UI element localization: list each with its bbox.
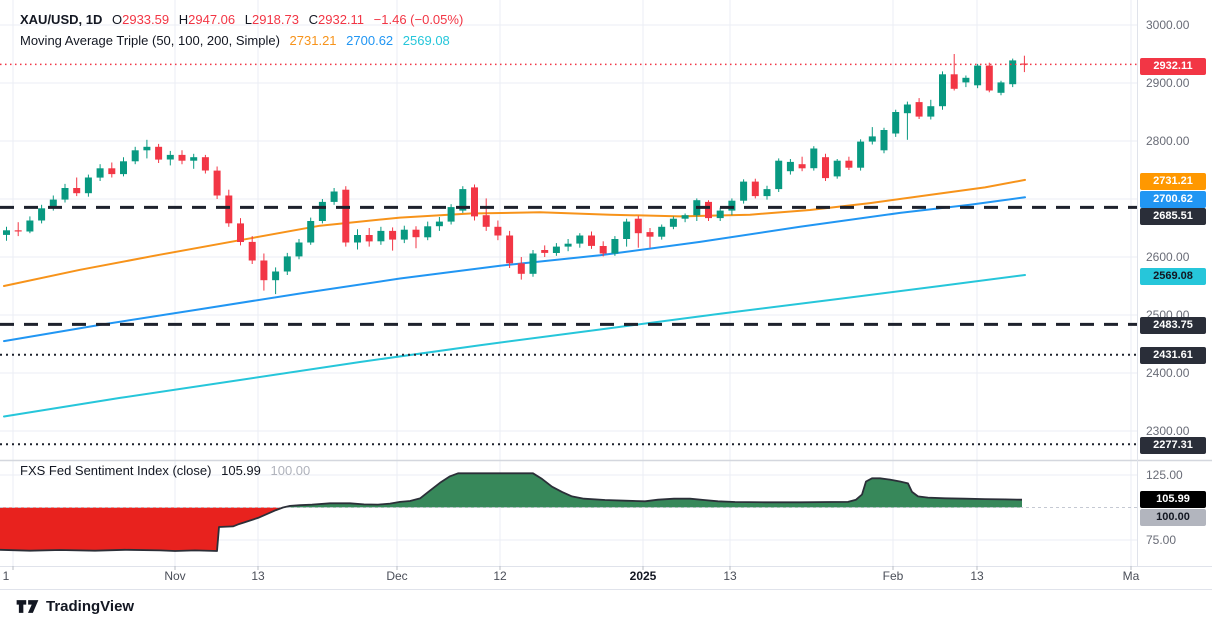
sentiment-legend[interactable]: FXS Fed Sentiment Index (close) 105.99 1…: [20, 463, 310, 479]
ma100-value: 2700.62: [346, 33, 394, 48]
sentiment-value: 105.99: [221, 463, 261, 478]
vertical-gridlines: [12, 0, 1132, 566]
sma-200-line: [3, 274, 1026, 418]
candle-series: [3, 54, 1028, 295]
close-value: 2932.11: [318, 12, 365, 27]
tradingview-logo-text: TradingView: [46, 598, 135, 615]
ma-legend[interactable]: Moving Average Triple (50, 100, 200, Sim…: [20, 33, 450, 49]
symbol-legend[interactable]: XAU/USD, 1D O2933.59 H2947.06 L2918.73 C…: [20, 12, 463, 28]
sma-100-line: [3, 196, 1026, 343]
open-value: 2933.59: [122, 12, 170, 27]
symbol-title: XAU/USD, 1D: [20, 12, 103, 27]
sma-50-line: [3, 178, 1026, 287]
ma200-value: 2569.08: [402, 33, 450, 48]
sentiment-title: FXS Fed Sentiment Index (close): [20, 463, 212, 478]
low-value: 2918.73: [251, 12, 299, 27]
close-label: C: [308, 12, 318, 27]
ma-title: Moving Average Triple (50, 100, 200, Sim…: [20, 33, 280, 48]
pane-separators: [0, 0, 1212, 590]
tradingview-logo-link[interactable]: TradingView: [16, 598, 134, 615]
level-lines[interactable]: [0, 63, 1137, 446]
low-label: L: [244, 12, 252, 27]
ma50-value: 2731.21: [289, 33, 337, 48]
open-label: O: [111, 12, 123, 27]
sentiment-series: [0, 472, 1137, 552]
ma-lines: [3, 178, 1026, 418]
change-value: −1.46 (−0.05%): [373, 12, 464, 27]
high-value: 2947.06: [188, 12, 236, 27]
sentiment-baseline-value: 100.00: [270, 463, 311, 478]
tradingview-logo-icon: [16, 600, 39, 613]
high-label: H: [178, 12, 189, 27]
horizontal-gridlines: [0, 24, 1137, 541]
